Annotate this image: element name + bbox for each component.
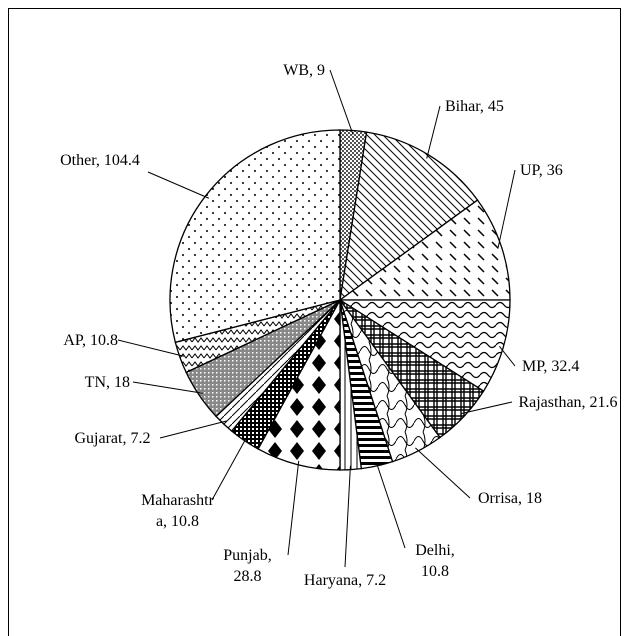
leader-line bbox=[211, 437, 248, 501]
leader-line bbox=[147, 171, 210, 199]
data-label: Delhi, 10.8 bbox=[415, 542, 455, 580]
category-name: Other bbox=[60, 152, 96, 169]
leader-line bbox=[497, 169, 516, 249]
category-name: Maharashtra bbox=[141, 492, 214, 530]
leader-line bbox=[287, 460, 300, 556]
data-label: Maharashtra, 10.8 bbox=[141, 492, 214, 530]
data-label: AP, 10.8 bbox=[63, 332, 118, 349]
value-label: 7.2 bbox=[366, 572, 387, 589]
pie-slice bbox=[337, 299, 511, 392]
data-label: Rajasthan, 21.6 bbox=[518, 394, 618, 411]
data-label: Gujarat, 7.2 bbox=[74, 430, 151, 447]
value-label: 18 bbox=[525, 490, 542, 507]
pie-slice bbox=[169, 129, 341, 344]
leader-line bbox=[426, 105, 441, 159]
leader-line bbox=[117, 339, 184, 357]
category-name: Bihar bbox=[445, 98, 480, 115]
category-name: Delhi bbox=[415, 542, 451, 559]
value-label: 45 bbox=[487, 98, 504, 115]
category-name: Rajasthan bbox=[518, 394, 582, 411]
leader-line bbox=[415, 447, 471, 499]
data-label: WB, 9 bbox=[283, 62, 325, 79]
leader-line bbox=[460, 401, 513, 415]
pie-slice bbox=[339, 131, 479, 302]
data-label: Haryana, 7.2 bbox=[303, 572, 387, 589]
data-label: MP, 32.4 bbox=[522, 358, 580, 375]
data-label: Punjab, 28.8 bbox=[223, 547, 272, 585]
data-label: UP, 36 bbox=[520, 162, 563, 179]
value-label: 21.6 bbox=[589, 394, 618, 411]
category-name: Orrisa bbox=[478, 490, 518, 507]
category-name: TN bbox=[84, 374, 106, 391]
value-label: 28.8 bbox=[233, 568, 262, 585]
data-label: TN, 18 bbox=[84, 374, 130, 391]
value-label: 10.8 bbox=[421, 563, 449, 580]
category-name: Haryana bbox=[303, 572, 359, 589]
leader-line bbox=[344, 465, 351, 568]
category-name: UP bbox=[520, 162, 539, 179]
value-label: 10.8 bbox=[171, 513, 200, 530]
data-label: Orrisa, 18 bbox=[478, 490, 542, 507]
data-label: Other, 104.4 bbox=[60, 152, 140, 169]
pie-slice bbox=[337, 199, 511, 301]
category-name: MP bbox=[522, 358, 544, 375]
value-label: 9 bbox=[317, 62, 325, 79]
value-label: 7.2 bbox=[130, 430, 151, 447]
value-label: 36 bbox=[546, 162, 563, 179]
leader-line bbox=[159, 420, 227, 439]
category-name: AP bbox=[63, 332, 82, 349]
value-label: 32.4 bbox=[551, 358, 580, 375]
category-name: Punjab bbox=[223, 547, 268, 564]
value-label: 104.4 bbox=[103, 152, 140, 169]
leader-line bbox=[499, 346, 516, 367]
category-name: Gujarat bbox=[74, 430, 123, 447]
category-name: WB bbox=[283, 62, 309, 79]
leader-line bbox=[132, 381, 203, 394]
value-label: 10.8 bbox=[90, 332, 118, 349]
chart-frame bbox=[8, 8, 621, 636]
leader-line bbox=[329, 69, 354, 135]
data-label: Bihar, 45 bbox=[445, 98, 504, 115]
leader-line bbox=[375, 461, 406, 549]
value-label: 18 bbox=[114, 374, 130, 391]
